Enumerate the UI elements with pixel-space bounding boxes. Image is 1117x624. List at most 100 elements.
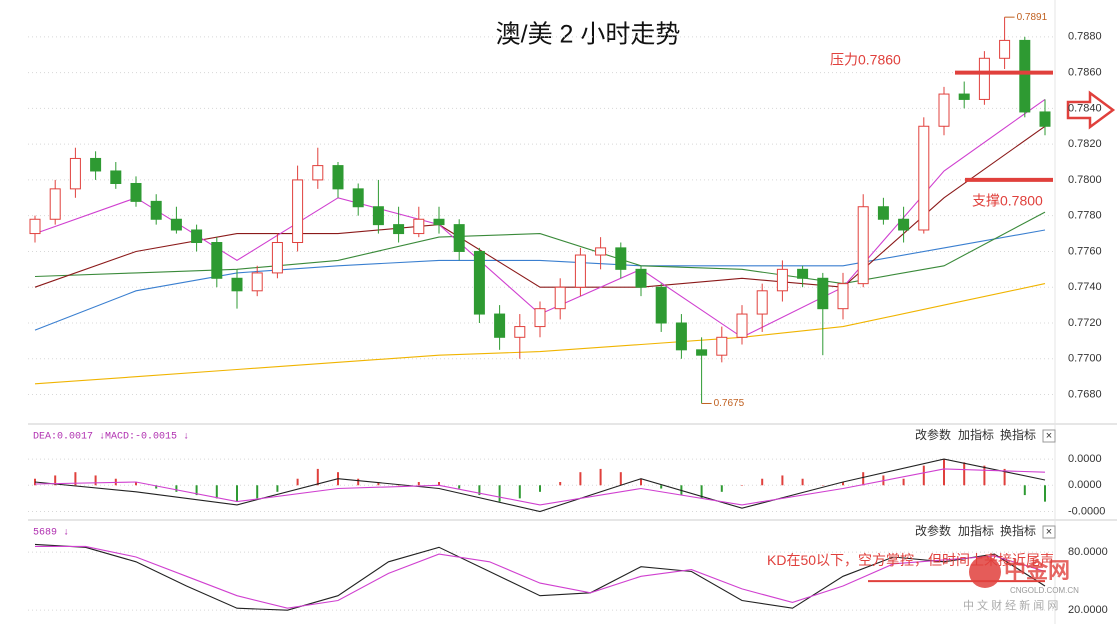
candle-body <box>635 268 647 288</box>
candle-body <box>938 93 950 127</box>
candle-body <box>776 268 788 292</box>
macd-bar <box>801 478 804 486</box>
level-label: 压力0.7860 <box>830 51 901 67</box>
macd-bar <box>256 485 259 499</box>
watermark-tagline: 中 文 财 经 新 闻 网 <box>963 598 1058 612</box>
toolbar-button[interactable]: 改参数 <box>915 427 951 442</box>
macd-bar <box>619 472 622 486</box>
macd-bar <box>640 478 642 486</box>
candle-body <box>534 308 546 328</box>
candle-body <box>312 165 324 181</box>
macd-bar <box>357 478 360 486</box>
candle-body <box>978 57 990 100</box>
candle-body <box>554 286 566 310</box>
toolbar-button[interactable]: 换指标 <box>1000 523 1036 538</box>
candle-body <box>170 218 182 231</box>
macd-bar <box>862 472 865 486</box>
macd-bar <box>94 475 97 486</box>
candle-body <box>716 336 728 356</box>
indicator-line <box>34 229 1046 331</box>
indicator-line <box>34 283 1046 385</box>
indicator-line <box>35 545 1046 609</box>
y-tick-label: -0.0000 <box>1068 505 1105 517</box>
indicator-line <box>34 458 1046 513</box>
macd-bar <box>741 485 743 486</box>
candle-body <box>29 218 41 235</box>
macd-bar <box>276 485 279 492</box>
candle-body <box>574 254 586 288</box>
candle-body <box>231 277 243 292</box>
candle-body <box>918 125 930 231</box>
candle-body <box>251 272 263 292</box>
close-box <box>1042 429 1056 443</box>
macd-bar <box>498 485 501 502</box>
y-tick-label: 0.0000 <box>1068 479 1102 491</box>
toolbar-button[interactable]: 加指标 <box>958 523 994 538</box>
macd-bar <box>155 485 158 489</box>
extreme-label: 0.7675 <box>714 398 745 409</box>
direction-arrow <box>1066 90 1116 130</box>
y-tick-label: 0.7800 <box>1068 174 1102 186</box>
candle-body <box>696 349 708 356</box>
y-tick-label: 0.7860 <box>1068 67 1102 79</box>
macd-bar <box>438 482 440 486</box>
candle-body <box>817 277 829 310</box>
toolbar-button[interactable]: 换指标 <box>1000 427 1036 442</box>
macd-bar <box>397 485 400 486</box>
candle-body <box>615 247 627 270</box>
candle-body <box>595 247 607 256</box>
close-button[interactable]: × <box>1046 526 1052 538</box>
candle-body <box>958 93 970 100</box>
toolbar-button[interactable]: 改参数 <box>915 523 951 538</box>
y-tick-label: 0.7880 <box>1068 31 1102 43</box>
macd-bar <box>236 485 238 502</box>
close-box <box>1042 525 1056 539</box>
y-tick-label: 0.7680 <box>1068 388 1102 400</box>
candle-body <box>292 179 304 244</box>
y-tick-label: 0.0000 <box>1068 453 1102 465</box>
macd-bar <box>842 482 844 486</box>
candle-body <box>898 218 910 231</box>
macd-bar <box>660 485 663 489</box>
y-tick-label: 20.0000 <box>1068 604 1108 616</box>
macd-bar <box>316 468 319 486</box>
indicator-legend: 5689 ↓ <box>33 528 69 539</box>
macd-bar <box>54 475 57 486</box>
macd-bar <box>518 485 521 499</box>
macd-bar <box>943 459 945 486</box>
watermark-logo: 中金网 <box>1004 558 1070 583</box>
watermark-url: CNGOLD.COM.CN <box>1010 586 1079 595</box>
macd-bar <box>781 475 784 486</box>
y-tick-label: 80.0000 <box>1068 546 1108 558</box>
chart-title: 澳/美 2 小时走势 <box>496 21 681 49</box>
macd-bar <box>599 468 602 486</box>
macd-bar <box>1023 485 1026 496</box>
candle-body <box>453 224 465 252</box>
toolbar-button[interactable]: 加指标 <box>958 427 994 442</box>
candle-body <box>110 170 122 184</box>
macd-bar <box>902 478 905 486</box>
macd-bar <box>74 472 77 486</box>
candle-body <box>433 218 445 226</box>
macd-bar <box>579 472 582 486</box>
close-button[interactable]: × <box>1046 430 1052 442</box>
candle-body <box>393 224 405 235</box>
candle-body <box>877 206 889 220</box>
candle-body <box>756 290 768 315</box>
candle-body <box>857 206 869 285</box>
macd-bar <box>296 478 299 486</box>
y-tick-label: 0.7760 <box>1068 245 1102 257</box>
candle-body <box>69 157 81 190</box>
watermark-logo-mark <box>969 556 1001 588</box>
macd-bar <box>539 485 541 492</box>
y-tick-label: 0.7720 <box>1068 317 1102 329</box>
candle-body <box>1019 39 1031 113</box>
indicator-legend: MACD:-0.0015 ↓ <box>105 432 189 443</box>
candle-body <box>271 242 283 274</box>
macd-bar <box>761 478 764 486</box>
candle-body <box>1039 111 1051 127</box>
indicator-line <box>34 468 1046 506</box>
candle-body <box>191 229 203 244</box>
y-tick-label: 0.7840 <box>1068 102 1102 114</box>
